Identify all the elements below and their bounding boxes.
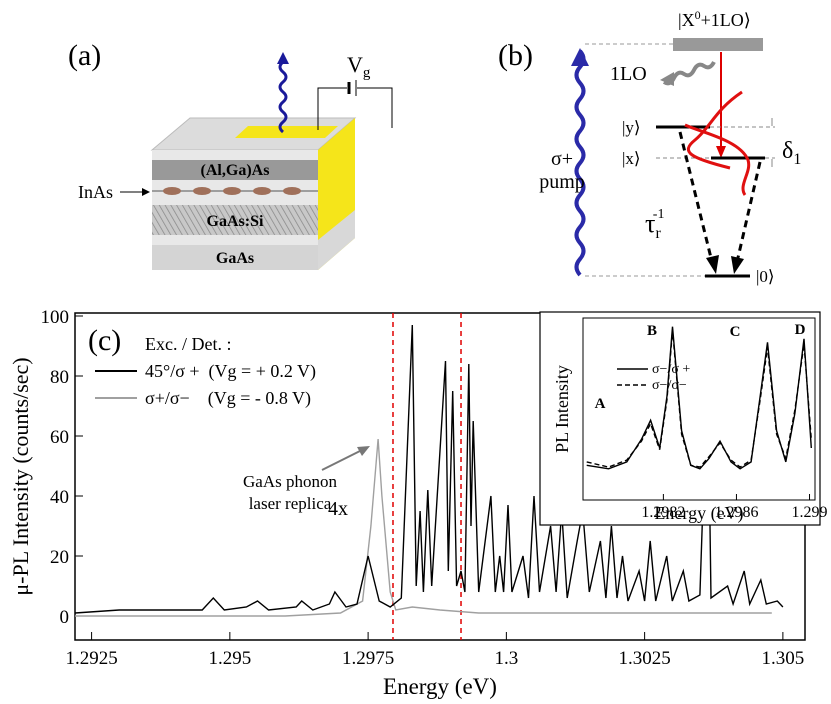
text: r bbox=[655, 225, 661, 242]
x-tick-label: 1.2982 bbox=[641, 504, 685, 521]
gate-pad bbox=[235, 126, 338, 138]
pump-arrow bbox=[574, 49, 586, 277]
x-tick-label: 1.3025 bbox=[618, 648, 670, 669]
x-tick-label: 1.2975 bbox=[342, 648, 394, 669]
decay bbox=[735, 161, 762, 263]
wire bbox=[357, 87, 393, 128]
series-line bbox=[586, 330, 812, 468]
phonon-label: 1LO bbox=[610, 63, 647, 85]
state-label: |y⟩ bbox=[622, 118, 641, 137]
x-tick-label: 1.2925 bbox=[65, 648, 117, 669]
pump-label: pump bbox=[539, 171, 585, 193]
lineshape bbox=[684, 123, 751, 196]
arrow-head bbox=[716, 146, 726, 158]
annotation-arrow bbox=[321, 449, 363, 471]
arrow-head bbox=[357, 446, 370, 456]
arrow-head bbox=[277, 52, 289, 64]
wire bbox=[317, 87, 347, 130]
panel-a: (a) (Al,Ga)As GaAs:Si GaAs InAs Vg bbox=[68, 39, 393, 270]
y-tick-label: 80 bbox=[50, 367, 69, 388]
level-label: |X0+1LO⟩ bbox=[678, 8, 751, 30]
y-tick-label: 60 bbox=[50, 427, 69, 448]
series-line bbox=[75, 438, 772, 617]
panel-label: (b) bbox=[498, 39, 533, 72]
legend-label: σ−/σ− bbox=[652, 378, 687, 393]
arrow-head bbox=[660, 72, 674, 86]
text: |X bbox=[678, 10, 695, 30]
scale-note: 4x bbox=[328, 498, 348, 520]
legend-label: σ−/σ + bbox=[652, 362, 690, 377]
splitting-label: δ1 bbox=[782, 138, 801, 168]
text: δ bbox=[782, 138, 793, 164]
x-tick-label: 1.2986 bbox=[714, 504, 758, 521]
text: g bbox=[363, 65, 371, 81]
peak-label: B bbox=[647, 323, 657, 339]
text: V bbox=[347, 52, 363, 77]
legend-label: 45°/σ + (Vg = + 0.2 V) bbox=[145, 361, 316, 382]
legend-label: σ+/σ− (Vg = - 0.8 V) bbox=[145, 388, 311, 409]
annotation: GaAs phonon bbox=[243, 472, 337, 491]
layer-label: GaAs:Si bbox=[207, 213, 264, 230]
text: τ bbox=[645, 209, 655, 238]
annotation: laser replica bbox=[249, 494, 332, 513]
layer-label: (Al,Ga)As bbox=[201, 162, 270, 179]
y-tick-label: 20 bbox=[50, 547, 69, 568]
layer bbox=[152, 160, 318, 180]
gate-label: Vg bbox=[347, 52, 371, 81]
x-tick-label: 1.299 bbox=[792, 504, 828, 521]
peak-label: C bbox=[730, 324, 741, 340]
lineshape bbox=[687, 90, 743, 170]
layer-label: GaAs bbox=[216, 250, 254, 267]
text: 0 bbox=[695, 8, 701, 22]
arrow-head bbox=[706, 255, 719, 274]
arrow-head bbox=[731, 256, 744, 274]
x-tick-label: 1.295 bbox=[208, 648, 251, 669]
state-label: |x⟩ bbox=[622, 149, 641, 168]
panel-b: (b) |X0+1LO⟩ σ+ pump 1LO |y⟩ |x⟩ |0⟩ δ1 … bbox=[498, 8, 801, 286]
photon bbox=[278, 60, 288, 134]
level bbox=[673, 38, 763, 51]
state-label: |0⟩ bbox=[756, 267, 775, 286]
arrow-head bbox=[571, 48, 589, 66]
block-side-bottom bbox=[318, 210, 355, 270]
y-tick-label: 100 bbox=[41, 307, 70, 328]
plots: 0 20 40 60 80 100 1.2925 1.295 1.2975 1.3 1.3025 1.… bbox=[8, 307, 828, 699]
y-tick-label: 0 bbox=[60, 607, 70, 628]
y-axis-label: PL Intensity bbox=[552, 365, 572, 453]
dots bbox=[163, 187, 301, 195]
x-tick-label: 1.3 bbox=[494, 648, 518, 669]
legend-title: Exc. / Det. : bbox=[145, 334, 231, 354]
x-axis-label: Energy (eV) bbox=[654, 503, 743, 524]
text: +1LO⟩ bbox=[701, 10, 751, 30]
text: 1 bbox=[793, 151, 801, 168]
arrow-head bbox=[142, 188, 150, 196]
decay-label: τr -1 bbox=[645, 207, 664, 242]
text: -1 bbox=[653, 207, 665, 222]
inset-frame bbox=[582, 317, 816, 501]
layer bbox=[152, 205, 318, 235]
pump-label: σ+ bbox=[551, 148, 573, 170]
panel-label: (c) bbox=[88, 324, 121, 357]
dot-label: InAs bbox=[78, 182, 113, 202]
y-tick-label: 40 bbox=[50, 487, 69, 508]
panel-label: (a) bbox=[68, 39, 101, 72]
layer bbox=[152, 245, 318, 270]
y-axis-label: μ-PL Intensity (counts/sec) bbox=[8, 357, 33, 595]
peak-label: A bbox=[595, 396, 606, 412]
x-axis-label: Energy (eV) bbox=[383, 674, 497, 699]
series-line bbox=[74, 324, 784, 614]
decay bbox=[678, 131, 714, 263]
peak-label: D bbox=[795, 322, 806, 338]
x-tick-label: 1.305 bbox=[762, 648, 805, 669]
